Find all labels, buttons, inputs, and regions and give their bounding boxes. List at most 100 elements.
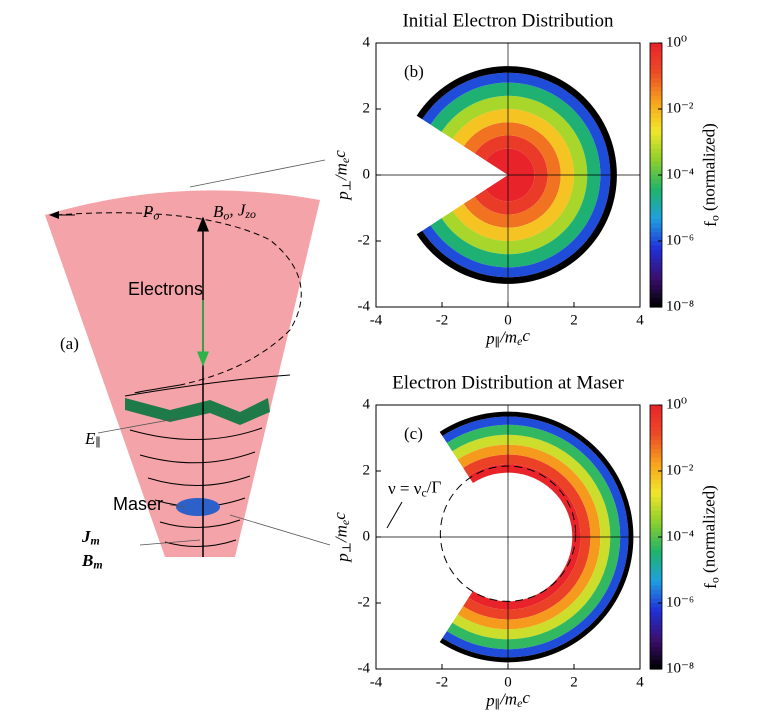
colorbar-segment: [650, 170, 662, 176]
colorbar-segment: [650, 122, 662, 128]
subscript: e: [517, 334, 523, 348]
colorbar-tick-label: 10⁰: [666, 396, 687, 412]
colorbar-segment: [650, 241, 662, 246]
colorbar-segment: [650, 413, 662, 419]
colorbar-segment: [650, 56, 662, 62]
colorbar-segment: [650, 594, 662, 600]
colorbar-segment: [650, 598, 662, 604]
colorbar-segment: [650, 611, 662, 617]
colorbar-segment: [650, 131, 662, 136]
colorbar-segment: [650, 47, 662, 53]
colorbar-segment: [650, 647, 662, 652]
chart-title: Initial Electron Distribution: [402, 10, 614, 31]
panel-label: (b): [404, 62, 424, 81]
connector: [189, 159, 326, 188]
colorbar-segment: [650, 541, 662, 547]
colorbar-segment: [650, 135, 662, 141]
colorbar-segment: [650, 95, 662, 101]
subscript: e: [338, 519, 352, 525]
colorbar-segment: [650, 457, 662, 463]
x-tick-label: 2: [570, 674, 578, 690]
distribution-band: [474, 135, 548, 215]
panel-label: (c): [404, 424, 423, 443]
y-axis-label: p⊥/mec: [330, 512, 353, 563]
colorbar-segment: [650, 449, 662, 454]
distribution-band: [463, 454, 591, 620]
colorbar-segment: [650, 519, 662, 525]
colorbar-segment: [650, 563, 662, 569]
colorbar-segment: [650, 660, 662, 666]
subscript: ∥: [95, 435, 101, 449]
colorbar-tick-label: 10⁰: [666, 34, 687, 50]
chart-title: Electron Distribution at Maser: [392, 372, 624, 393]
colorbar-segment: [650, 576, 662, 582]
colorbar-segment: [650, 113, 662, 119]
colorbar-segment: [650, 197, 662, 202]
text-part: c: [522, 326, 530, 345]
colorbar-segment: [650, 475, 662, 481]
colorbar-segment: [650, 254, 662, 260]
heatmap-panel: -4 -2 0 2 4 -4 -2 0 2 4 Electron Distribution at M…: [330, 372, 721, 711]
colorbar-segment: [650, 545, 662, 551]
colorbar-segment: [650, 409, 662, 415]
colorbar-segment: [650, 280, 662, 286]
maser-label: Maser: [113, 494, 163, 514]
colorbar-segment: [650, 651, 662, 657]
colorbar-segment: [650, 60, 662, 66]
gyro-orbit: [55, 212, 302, 386]
colorbar-segment: [650, 550, 662, 556]
annotation: ν = νc/Γ: [388, 477, 441, 499]
text-part: /m: [331, 163, 350, 181]
colorbar-segment: [650, 655, 662, 661]
colorbar-segment: [650, 201, 662, 207]
colorbar-segment: [650, 271, 662, 277]
text-part: /m: [331, 525, 350, 543]
text-part: p: [485, 691, 495, 710]
y-tick-label: 0: [363, 528, 371, 544]
text-part: c: [330, 512, 349, 520]
colorbar-segment: [650, 581, 662, 586]
colorbar-tick-label: 10⁻²: [666, 462, 694, 478]
panel-a: (a) Electrons Maser Po Bo, Jzo E∥ Jm Bm: [45, 159, 331, 571]
colorbar-segment: [650, 559, 662, 564]
colorbar-segment: [650, 484, 662, 490]
text-part: /m: [499, 689, 517, 708]
colorbar-segment: [650, 69, 662, 75]
x-tick-label: 4: [636, 674, 644, 690]
colorbar-segment: [650, 157, 662, 163]
parallel-field-region: [125, 398, 270, 425]
colorbar-segment: [650, 418, 662, 424]
y-tick-label: -2: [358, 594, 371, 610]
y-tick-label: -2: [358, 232, 371, 248]
colorbar-segment: [650, 642, 662, 648]
colorbar-segment: [650, 625, 662, 630]
text-part: B: [81, 551, 93, 570]
colorbar-segment: [650, 298, 662, 304]
x-tick-label: 0: [504, 312, 512, 328]
colorbar-segment: [650, 43, 662, 48]
y-tick-label: -4: [358, 298, 371, 314]
subscript: ⊥: [339, 542, 353, 553]
x-tick-label: 2: [570, 312, 578, 328]
colorbar-segment: [650, 664, 662, 670]
text-part: f: [701, 221, 720, 227]
spiral-turns: [129, 427, 263, 548]
y-tick-label: -4: [358, 660, 371, 676]
subscript: o: [707, 215, 721, 221]
connector: [229, 514, 331, 546]
colorbar-segment: [650, 501, 662, 507]
colorbar-segment: [650, 276, 662, 282]
subscript: e: [517, 696, 523, 710]
momentum-label: Po: [142, 202, 159, 222]
colorbar-segment: [650, 258, 662, 264]
colorbar-segment: [650, 554, 662, 560]
colorbar-segment: [650, 471, 662, 476]
colorbar-segment: [650, 289, 662, 295]
colorbar-segment: [650, 205, 662, 211]
colorbar-segment: [650, 405, 662, 410]
maser-region: [176, 498, 220, 516]
colorbar-segment: [650, 144, 662, 150]
text-part: /Γ: [427, 477, 442, 496]
colorbar-segment: [650, 161, 662, 167]
colorbar-tick-label: 10⁻⁴: [666, 166, 694, 182]
